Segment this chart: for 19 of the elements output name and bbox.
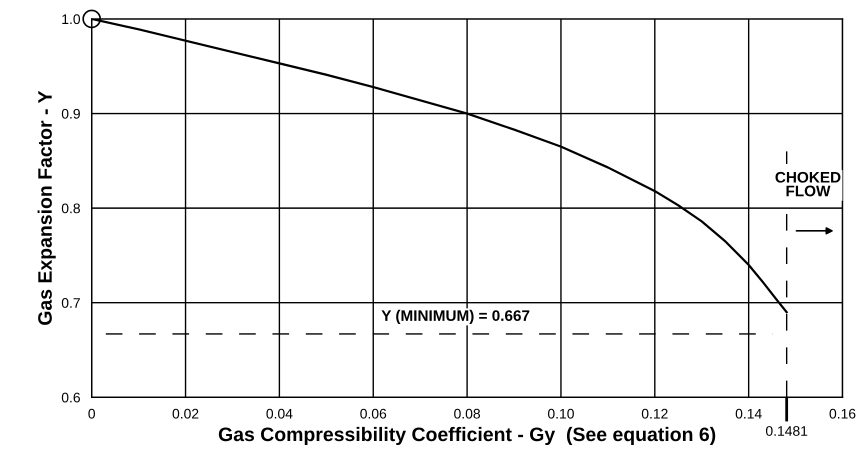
- annotation: CHOKED FLOW: [775, 172, 840, 196]
- ref-line-label: Y (MINIMUM) = 0.667: [382, 310, 530, 324]
- y-tick-label: 0.6: [62, 392, 80, 402]
- x-tick-label: 0.10: [548, 408, 574, 419]
- x-axis-title: Gas Compressibility Coefficient - Gy (See equation 6): [218, 426, 716, 446]
- y-tick-label: 0.8: [62, 203, 80, 214]
- y-tick-label: 1.0: [62, 14, 80, 24]
- y-tick-label: 0.7: [62, 298, 80, 308]
- x-tick-label: 0.04: [266, 408, 293, 419]
- x-tick-label: 0.06: [360, 408, 386, 419]
- y-tick-label: 0.9: [62, 108, 80, 119]
- x-tick-label: 0.02: [172, 408, 198, 419]
- x-tick-label: 0: [88, 408, 96, 419]
- ref-line-label: 0.1481: [766, 426, 808, 436]
- x-tick-label: 0.08: [454, 408, 480, 419]
- y-axis-title: Gas Expansion Factor - Y: [38, 90, 56, 325]
- x-tick-label: 0.12: [642, 408, 668, 419]
- x-tick-label: 0.16: [830, 408, 856, 419]
- x-tick-label: 0.14: [736, 408, 762, 419]
